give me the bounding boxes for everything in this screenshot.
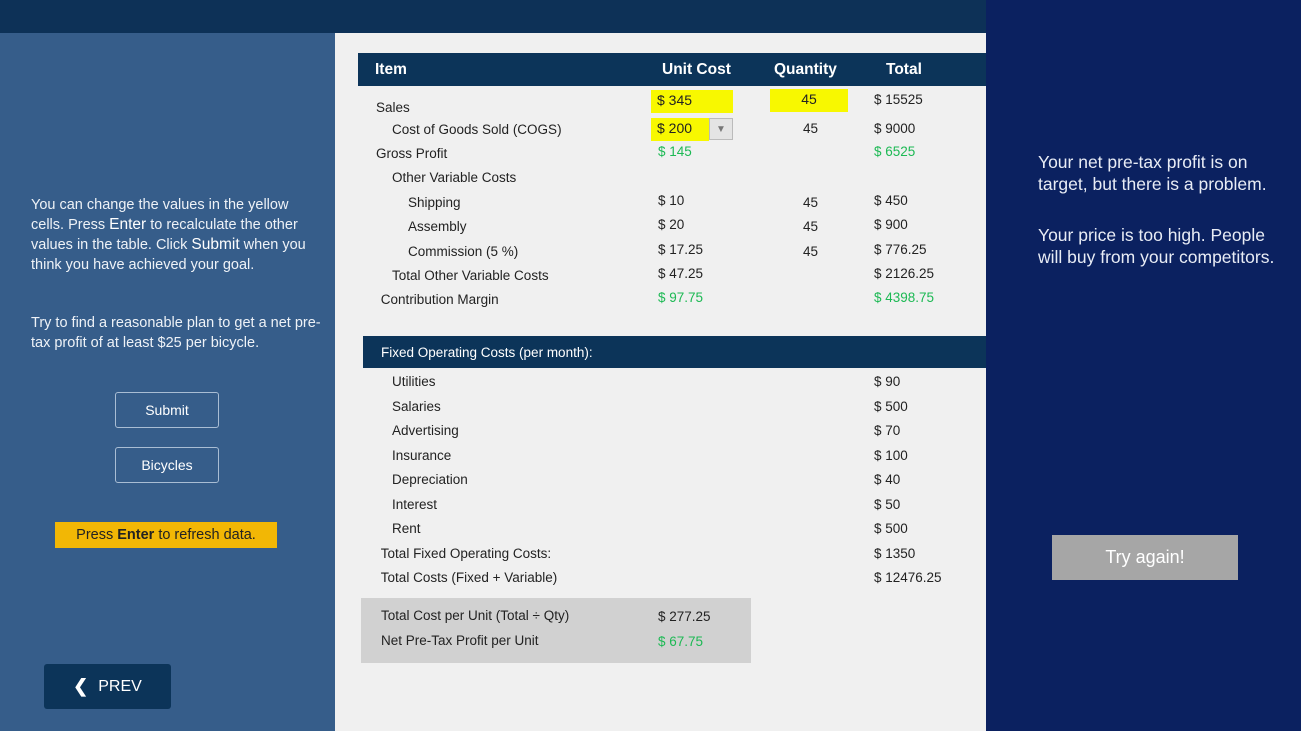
row-label: Shipping <box>408 195 461 210</box>
row-unit-cost: $ 20 <box>658 217 685 232</box>
fixed-cost-total: $ 1350 <box>874 545 916 561</box>
header-quantity: Quantity <box>774 61 837 78</box>
row-label: Contribution Margin <box>380 292 499 307</box>
row-total: $ 2126.25 <box>874 266 935 281</box>
try-again-button[interactable]: Try again! <box>1052 535 1238 580</box>
fixed-cost-label: Total Fixed Operating Costs: <box>380 545 552 561</box>
table-header: Item Unit Cost Quantity Total <box>358 53 986 86</box>
fixed-cost-total: $ 500 <box>874 521 908 536</box>
prev-button[interactable]: ❮ PREV <box>44 664 171 709</box>
row-unit-cost: $ 10 <box>658 193 685 208</box>
row-quantity: 45 <box>803 219 819 234</box>
fixed-cost-label: Interest <box>392 496 438 512</box>
row-total: $ 450 <box>874 193 908 208</box>
cogs-input[interactable]: $ 200 <box>651 118 709 141</box>
instructions-panel: You can change the values in the yellow … <box>0 33 335 731</box>
sales-total: $ 15525 <box>874 92 923 107</box>
summary-label: Net Pre-Tax Profit per Unit <box>381 633 539 648</box>
row-label: Commission (5 %) <box>408 244 519 259</box>
instructions-text: You can change the values in the yellow … <box>31 197 306 273</box>
header-total: Total <box>886 61 922 78</box>
row-unit-cost: $ 97.75 <box>658 290 704 305</box>
quantity-input[interactable]: 45 <box>770 89 848 112</box>
row-label: Other Variable Costs <box>392 170 517 185</box>
goal-text: Try to find a reasonable plan to get a n… <box>31 315 321 351</box>
row-total: $ 4398.75 <box>874 290 935 305</box>
row-quantity: 45 <box>803 244 819 259</box>
fixed-cost-total: $ 100 <box>874 447 908 463</box>
refresh-hint: Press Enter to refresh data. <box>55 522 277 548</box>
submit-button[interactable]: Submit <box>115 392 219 428</box>
fixed-cost-total: $ 12476.25 <box>874 570 942 585</box>
row-unit-cost: $ 47.25 <box>658 266 704 281</box>
row-quantity: 45 <box>803 195 819 210</box>
row-total: $ 6525 <box>874 144 916 159</box>
chevron-left-icon: ❮ <box>73 676 89 696</box>
fixed-cost-label: Rent <box>392 521 421 536</box>
fixed-cost-label: Utilities <box>392 374 436 389</box>
cogs-total: $ 9000 <box>874 121 916 136</box>
fixed-cost-label: Insurance <box>392 447 452 463</box>
fixed-cost-total: $ 40 <box>874 472 901 487</box>
row-total: $ 776.25 <box>874 242 927 257</box>
fixed-cost-total: $ 500 <box>874 398 908 414</box>
fixed-cost-label: Advertising <box>392 423 459 438</box>
cost-table: Item Unit Cost Quantity Total Sales $ 34… <box>335 33 986 731</box>
top-bar <box>0 0 986 33</box>
feedback-panel: Your net pre-tax profit is on target, bu… <box>986 0 1301 731</box>
summary-value: $ 67.75 <box>658 634 704 649</box>
fixed-cost-label: Salaries <box>392 398 441 414</box>
feedback-message: Your net pre-tax profit is on target, bu… <box>1038 152 1267 194</box>
header-item: Item <box>375 61 407 78</box>
row-label: Total Other Variable Costs <box>392 268 549 283</box>
cogs-dropdown-arrow-icon[interactable]: ▼ <box>709 118 733 140</box>
fixed-cost-label: Depreciation <box>392 472 468 487</box>
cogs-quantity: 45 <box>803 121 819 136</box>
row-unit-cost: $ 145 <box>658 144 692 159</box>
sales-price-input[interactable]: $ 345 <box>651 90 733 113</box>
sales-label: Sales <box>376 100 410 115</box>
header-unit-cost: Unit Cost <box>662 61 731 78</box>
row-label: Gross Profit <box>376 146 448 161</box>
fixed-costs-header: Fixed Operating Costs (per month): <box>363 336 986 368</box>
fixed-cost-total: $ 50 <box>874 496 901 512</box>
row-total: $ 900 <box>874 217 908 232</box>
row-unit-cost: $ 17.25 <box>658 242 704 257</box>
summary-box <box>361 598 751 663</box>
bicycles-button[interactable]: Bicycles <box>115 447 219 483</box>
fixed-cost-total: $ 70 <box>874 423 901 438</box>
row-label: Assembly <box>408 219 467 234</box>
feedback-detail: Your price is too high. People will buy … <box>1038 225 1275 267</box>
summary-value: $ 277.25 <box>658 609 711 624</box>
summary-label: Total Cost per Unit (Total ÷ Qty) <box>381 608 570 623</box>
cogs-label: Cost of Goods Sold (COGS) <box>392 122 562 137</box>
fixed-cost-label: Total Costs (Fixed + Variable) <box>380 570 558 585</box>
fixed-cost-total: $ 90 <box>874 374 901 389</box>
